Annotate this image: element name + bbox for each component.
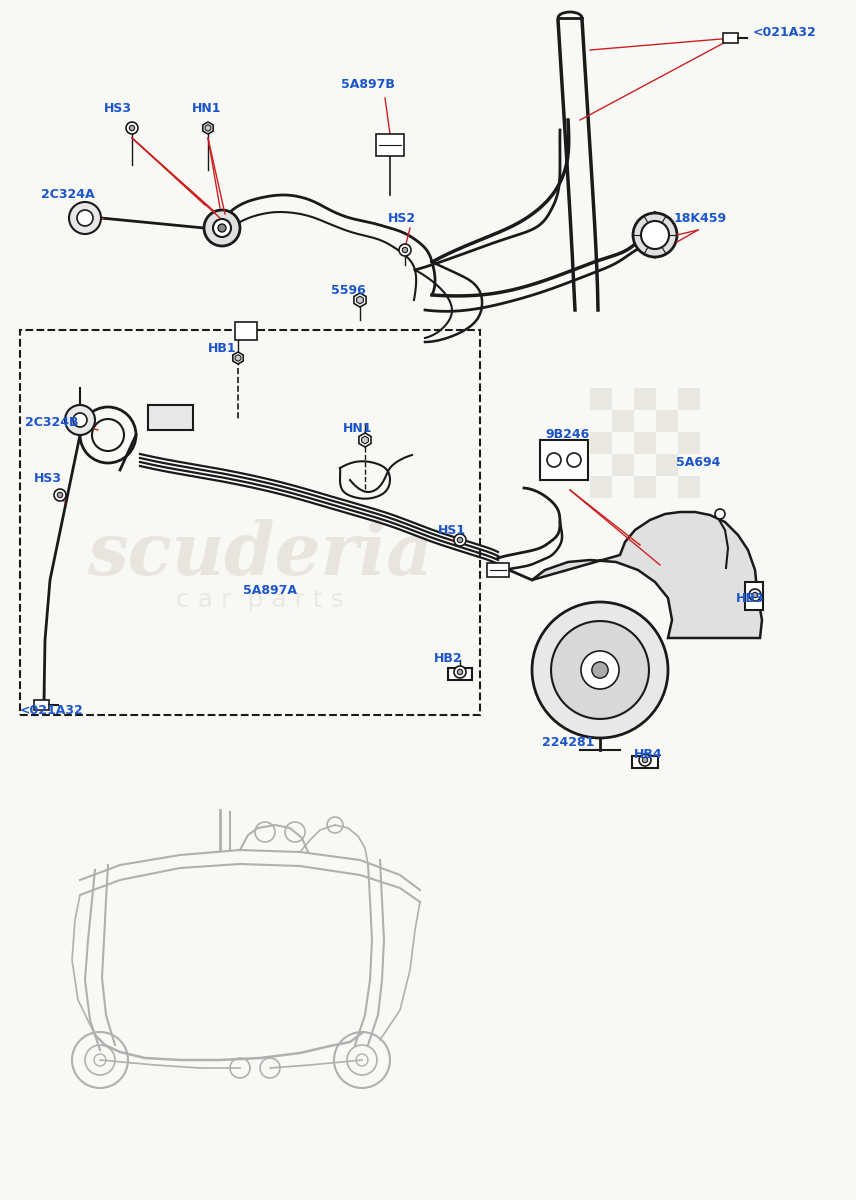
Text: 5A897B: 5A897B [341, 78, 395, 91]
Bar [723, 32, 738, 43]
Circle shape [633, 214, 677, 257]
Bar [612, 454, 634, 476]
Text: HB1: HB1 [208, 342, 236, 354]
Bar [590, 476, 612, 498]
Bar [148, 404, 193, 430]
Circle shape [715, 509, 725, 518]
Bar [590, 388, 612, 410]
Bar [634, 476, 656, 498]
Text: HN1: HN1 [343, 421, 372, 434]
Bar [376, 134, 404, 156]
Circle shape [457, 538, 463, 542]
Circle shape [69, 202, 101, 234]
Circle shape [454, 534, 466, 546]
Circle shape [591, 662, 608, 678]
Bar [678, 388, 700, 410]
Bar [745, 582, 763, 610]
Circle shape [457, 670, 463, 674]
Text: HB2: HB2 [434, 652, 462, 665]
Bar [448, 668, 472, 680]
Circle shape [532, 602, 668, 738]
Circle shape [77, 210, 93, 226]
Text: c a r  p a r t s: c a r p a r t s [176, 588, 344, 612]
Circle shape [218, 224, 226, 232]
Text: HS2: HS2 [388, 211, 416, 224]
Polygon shape [203, 122, 213, 134]
Text: 5596: 5596 [330, 283, 366, 296]
Text: 2C324A: 2C324A [41, 188, 95, 202]
Circle shape [402, 247, 407, 253]
Text: 5A694: 5A694 [676, 456, 720, 468]
Bar [590, 432, 612, 454]
Text: HN1: HN1 [193, 102, 222, 114]
Bar [487, 563, 509, 577]
Text: 18K459: 18K459 [674, 211, 727, 224]
Bar [634, 388, 656, 410]
Text: 2C324B: 2C324B [25, 415, 79, 428]
Circle shape [642, 757, 648, 763]
Circle shape [213, 218, 231, 236]
Polygon shape [354, 293, 366, 307]
Bar [656, 410, 678, 432]
Polygon shape [235, 355, 241, 361]
Circle shape [129, 125, 134, 131]
Polygon shape [362, 436, 368, 444]
Circle shape [126, 122, 138, 134]
Bar [634, 432, 656, 454]
Circle shape [204, 210, 240, 246]
Text: 224281: 224281 [542, 736, 594, 749]
Circle shape [454, 666, 466, 678]
Bar [540, 440, 588, 480]
Circle shape [567, 452, 581, 467]
Text: <021A32: <021A32 [21, 703, 84, 716]
Circle shape [641, 221, 669, 248]
Circle shape [399, 244, 411, 256]
Text: HB4: HB4 [633, 749, 663, 762]
Circle shape [57, 492, 62, 498]
Circle shape [54, 490, 66, 502]
Circle shape [749, 589, 761, 601]
Circle shape [752, 593, 758, 598]
Text: HS3: HS3 [34, 472, 62, 485]
Text: 9B246: 9B246 [546, 428, 590, 442]
Text: HB3: HB3 [736, 592, 764, 605]
Bar [678, 432, 700, 454]
Text: scuderia: scuderia [87, 520, 433, 590]
Polygon shape [357, 296, 363, 304]
Circle shape [581, 650, 619, 689]
Text: 5A897A: 5A897A [243, 583, 297, 596]
Text: HS3: HS3 [104, 102, 132, 114]
Circle shape [547, 452, 561, 467]
Bar [632, 756, 658, 768]
Bar [235, 322, 257, 340]
Polygon shape [205, 125, 211, 131]
Bar [34, 700, 49, 710]
Bar [678, 476, 700, 498]
Circle shape [551, 622, 649, 719]
Bar [656, 454, 678, 476]
Polygon shape [532, 512, 762, 638]
Circle shape [639, 754, 651, 766]
Circle shape [65, 404, 95, 434]
Text: HS1: HS1 [438, 523, 466, 536]
Circle shape [73, 413, 87, 427]
Polygon shape [233, 352, 243, 364]
Polygon shape [359, 433, 371, 446]
Text: <021A32: <021A32 [753, 25, 817, 38]
Bar [20, 330, 480, 715]
Bar [612, 410, 634, 432]
